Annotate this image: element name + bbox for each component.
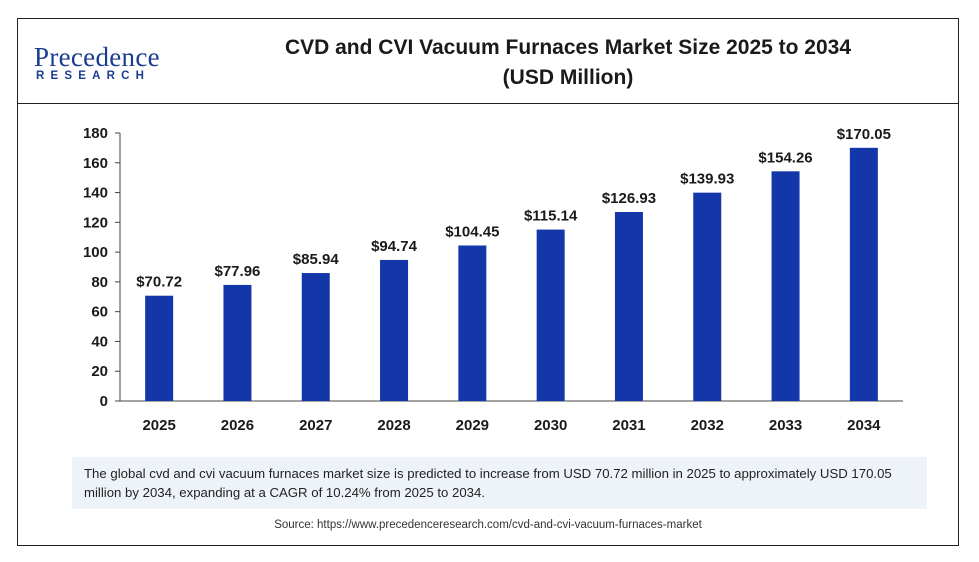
data-label: $170.05	[837, 126, 891, 143]
y-tick-label: 20	[91, 363, 108, 380]
data-label: $115.14	[524, 208, 578, 225]
bar	[536, 229, 565, 401]
bar	[458, 245, 487, 401]
y-tick-label: 40	[91, 333, 108, 350]
header: Precedence RESEARCH CVD and CVI Vacuum F…	[18, 19, 958, 104]
x-tick-label: 2031	[612, 417, 645, 434]
x-tick-label: 2025	[142, 417, 175, 434]
x-tick-label: 2029	[456, 417, 489, 434]
bar	[614, 212, 643, 401]
chart-frame: Precedence RESEARCH CVD and CVI Vacuum F…	[17, 18, 959, 546]
x-tick-label: 2028	[377, 417, 410, 434]
y-tick-label: 120	[83, 214, 108, 231]
logo-name: Precedence	[34, 42, 160, 72]
data-label: $77.96	[215, 263, 261, 280]
y-tick-label: 80	[91, 274, 108, 291]
bar	[223, 284, 252, 401]
source-note: Source: https://www.precedenceresearch.c…	[274, 519, 702, 531]
data-label: $94.74	[371, 238, 418, 255]
x-tick-label: 2026	[221, 417, 254, 434]
y-tick-label: 140	[83, 185, 108, 202]
bar	[380, 259, 409, 401]
bar	[693, 192, 722, 401]
y-tick-label: 160	[83, 155, 108, 172]
y-tick-label: 100	[83, 244, 108, 261]
data-label: $154.26	[758, 149, 812, 166]
data-label: $85.94	[293, 251, 340, 268]
bar	[849, 147, 878, 401]
data-label: $70.72	[136, 274, 182, 291]
y-tick-label: 60	[91, 304, 108, 321]
x-tick-label: 2027	[299, 417, 332, 434]
x-tick-label: 2032	[691, 417, 724, 434]
x-tick-label: 2033	[769, 417, 802, 434]
data-label: $126.93	[602, 190, 656, 207]
chart-title-line1: CVD and CVI Vacuum Furnaces Market Size …	[284, 36, 852, 59]
logo-subtitle: RESEARCH	[36, 70, 151, 82]
x-tick-label: 2030	[534, 417, 567, 434]
chart-title: CVD and CVI Vacuum Furnaces Market Size …	[218, 33, 918, 93]
summary-box: The global cvd and cvi vacuum furnaces m…	[72, 457, 927, 509]
bar	[145, 295, 174, 401]
data-label: $104.45	[445, 223, 499, 240]
data-label: $139.93	[680, 171, 734, 188]
chart-title-line2: (USD Million)	[502, 66, 634, 89]
brand-logo: Precedence RESEARCH	[34, 43, 184, 87]
bar-chart: 0 20 40 60 80 100 120 140 160 180 $70.72 2025 $77.96…	[83, 125, 903, 434]
x-tick-label: 2034	[847, 417, 881, 434]
y-tick-label: 0	[100, 393, 108, 410]
bar	[771, 171, 800, 401]
bar	[301, 273, 330, 401]
y-tick-label: 180	[83, 125, 108, 142]
